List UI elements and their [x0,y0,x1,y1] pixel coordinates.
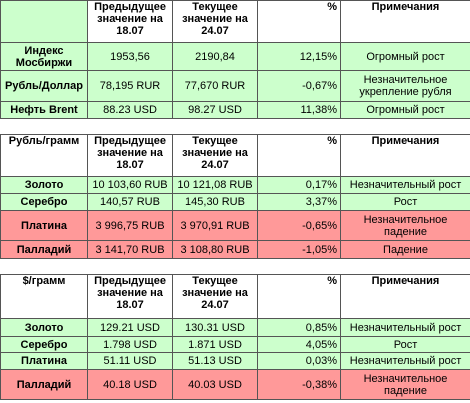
cell: 3 108,80 RUB [172,240,258,259]
table: Рубль/грамм Предыдущее значение на 18.07 Т… [0,134,470,259]
cell: 4,05% [257,336,341,353]
cell: Платина [0,352,88,370]
cell: Примечания [340,0,470,43]
cell: Незначительный рост [340,318,470,337]
cell: 78,195 RUR [87,70,173,102]
cell: 12,15% [257,42,341,71]
cell: 3 996,75 RUB [87,210,173,241]
cell: 1.871 USD [172,336,258,353]
cell: Незначительное укрепление рубля [340,70,470,102]
cell: Золото [0,176,88,194]
cell: 40.18 USD [87,369,173,400]
cell: 0,03% [257,352,341,370]
cell: -1,05% [257,240,341,259]
cell: Примечания [340,134,470,177]
cell: 1953,56 [87,42,173,71]
cell: 0,17% [257,176,341,194]
cell: -0,67% [257,70,341,102]
data-row: Рубль/Доллар 78,195 RUR 77,670 RUR -0,67% Не… [0,70,470,102]
table: $/грамм Предыдущее значение на 18.07 Текущ… [0,274,470,400]
cell: Незначительный рост [340,352,470,370]
cell: Рубль/Доллар [0,70,88,102]
cell: 10 121,08 RUB [172,176,258,194]
cell [0,0,88,43]
header-row: $/грамм Предыдущее значение на 18.07 Текущ… [0,274,470,319]
cell: % [257,134,341,177]
cell: 3,37% [257,193,341,211]
cell: Примечания [340,274,470,319]
cell: -0,65% [257,210,341,241]
cell: -0,38% [257,369,341,400]
cell: 140,57 RUB [87,193,173,211]
cell: Незначительное падение [340,210,470,241]
data-row: Платина 3 996,75 RUB 3 970,91 RUB -0,65% Нез… [0,210,470,241]
table: Предыдущее значение на 18.07 Текущее знач… [0,0,470,119]
table-body: Предыдущее значение на 18.07 Текущее знач… [0,0,470,119]
cell: 145,30 RUB [172,193,258,211]
cell: Текущее значение на 24.07 [172,0,258,43]
data-row: Серебро 1.798 USD 1.871 USD 4,05% Рост [0,336,470,353]
cell: 98.27 USD [172,101,258,119]
header-row: Предыдущее значение на 18.07 Текущее знач… [0,0,470,43]
cell: 11,38% [257,101,341,119]
cell: 77,670 RUR [172,70,258,102]
table-body: $/грамм Предыдущее значение на 18.07 Текущ… [0,274,470,400]
table-body: Рубль/грамм Предыдущее значение на 18.07 Т… [0,134,470,259]
cell: Рубль/грамм [0,134,88,177]
cell: Палладий [0,369,88,400]
cell: Огромный рост [340,42,470,71]
cell: Предыдущее значение на 18.07 [87,274,173,319]
cell: Предыдущее значение на 18.07 [87,134,173,177]
data-row: Палладий 3 141,70 RUB 3 108,80 RUB -1,05% Па… [0,240,470,259]
cell: 10 103,60 RUB [87,176,173,194]
cell: 129.21 USD [87,318,173,337]
data-row: Палладий 40.18 USD 40.03 USD -0,38% Незначит… [0,369,470,400]
cell: 0,85% [257,318,341,337]
cell: Золото [0,318,88,337]
cell: 130.31 USD [172,318,258,337]
cell: 3 141,70 RUB [87,240,173,259]
cell: 40.03 USD [172,369,258,400]
data-row: Серебро 140,57 RUB 145,30 RUB 3,37% Рост [0,193,470,211]
cell: Серебро [0,193,88,211]
cell: 51.11 USD [87,352,173,370]
data-row: Нефть Brent 88.23 USD 98.27 USD 11,38% Огром… [0,101,470,119]
cell: 3 970,91 RUB [172,210,258,241]
cell: Платина [0,210,88,241]
cell: 2190,84 [172,42,258,71]
cell: Незначительный рост [340,176,470,194]
cell: Огромный рост [340,101,470,119]
cell: 51.13 USD [172,352,258,370]
cell: Падение [340,240,470,259]
cell: Незначительное падение [340,369,470,400]
cell: Нефть Brent [0,101,88,119]
cell: Текущее значение на 24.07 [172,134,258,177]
data-row: Индекс Мосбиржи 1953,56 2190,84 12,15% Огром… [0,42,470,71]
cell: Рост [340,193,470,211]
header-row: Рубль/грамм Предыдущее значение на 18.07 Т… [0,134,470,177]
cell: % [257,0,341,43]
cell: Серебро [0,336,88,353]
cell: Палладий [0,240,88,259]
data-row: Золото 129.21 USD 130.31 USD 0,85% Незначите… [0,318,470,337]
cell: Предыдущее значение на 18.07 [87,0,173,43]
cell: Индекс Мосбиржи [0,42,88,71]
cell: Рост [340,336,470,353]
data-row: Золото 10 103,60 RUB 10 121,08 RUB 0,17% Нез… [0,176,470,194]
cell: 88.23 USD [87,101,173,119]
cell: $/грамм [0,274,88,319]
cell: % [257,274,341,319]
cell: Текущее значение на 24.07 [172,274,258,319]
data-row: Платина 51.11 USD 51.13 USD 0,03% Незначител… [0,352,470,370]
cell: 1.798 USD [87,336,173,353]
